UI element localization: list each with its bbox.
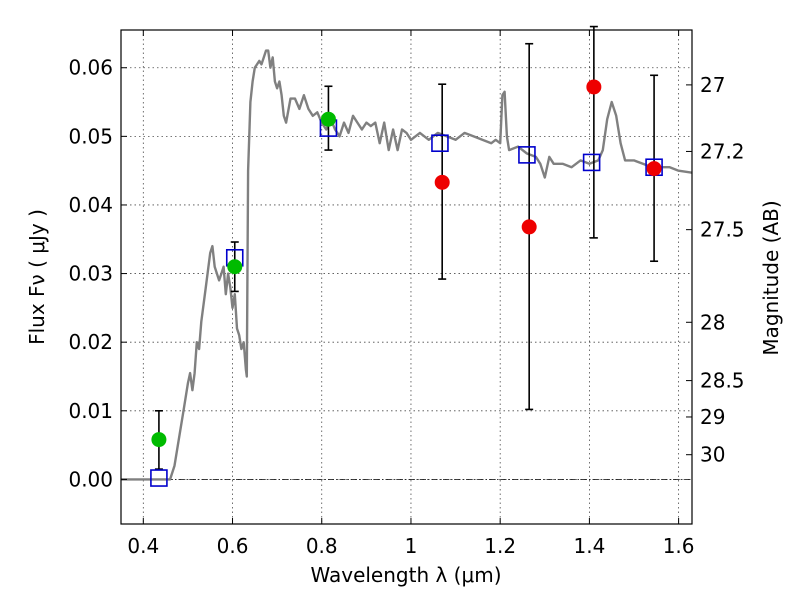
model-flux-marker bbox=[518, 146, 536, 164]
x-tick-label: 1.4 bbox=[573, 534, 605, 558]
model-flux-marker bbox=[431, 134, 449, 153]
x-tick-label: 0.8 bbox=[306, 534, 338, 558]
right-axis-label: Magnitude (AB) bbox=[759, 200, 783, 355]
right-tick-label: 27 bbox=[700, 73, 725, 97]
right-tick-label: 28 bbox=[700, 310, 725, 334]
sed-series bbox=[121, 49, 693, 481]
right-tick-label: 30 bbox=[700, 443, 725, 467]
detection-point bbox=[227, 259, 243, 275]
y-tick-label: 0.03 bbox=[68, 262, 113, 286]
y-tick-label: 0.00 bbox=[68, 467, 113, 491]
y-tick-label: 0.01 bbox=[68, 399, 113, 423]
nondetection-point bbox=[434, 174, 450, 190]
detection-point bbox=[320, 111, 336, 127]
x-tick-label: 1.6 bbox=[663, 534, 695, 558]
x-tick-label: 1.2 bbox=[484, 534, 516, 558]
nondetection-series bbox=[434, 79, 662, 235]
model-flux-marker bbox=[150, 469, 168, 487]
plot-frame bbox=[120, 29, 693, 525]
right-tick-label: 27.5 bbox=[700, 218, 745, 242]
right-tick-label: 27.2 bbox=[700, 139, 745, 163]
axis-ticks: 0.4 0.6 0.8 1 1.2 1.4 1.6 0.00 0.01 0.02 0.03 0.04 0… bbox=[68, 30, 745, 558]
model-flux-marker bbox=[582, 153, 601, 172]
y-axis-label: Flux Fν ( μJy ) bbox=[25, 209, 49, 345]
nondetection-point bbox=[646, 161, 662, 177]
x-tick-label: 0.6 bbox=[217, 534, 249, 558]
sed-model-line bbox=[121, 49, 693, 481]
errorbar-series bbox=[154, 25, 659, 470]
nondetection-point bbox=[586, 79, 602, 95]
x-axis-label: Wavelength λ (μm) bbox=[310, 563, 501, 587]
y-tick-label: 0.02 bbox=[68, 330, 113, 354]
nondetection-point bbox=[521, 219, 537, 235]
right-tick-label: 29 bbox=[700, 405, 725, 429]
model-flux-series bbox=[150, 119, 663, 487]
x-tick-label: 1 bbox=[405, 534, 418, 558]
x-tick-label: 0.4 bbox=[127, 534, 159, 558]
y-tick-label: 0.06 bbox=[68, 56, 113, 80]
detection-series bbox=[151, 111, 336, 448]
y-tick-label: 0.04 bbox=[68, 193, 113, 217]
detection-point bbox=[151, 432, 167, 448]
right-tick-label: 28.5 bbox=[700, 369, 745, 393]
y-tick-label: 0.05 bbox=[68, 124, 113, 148]
